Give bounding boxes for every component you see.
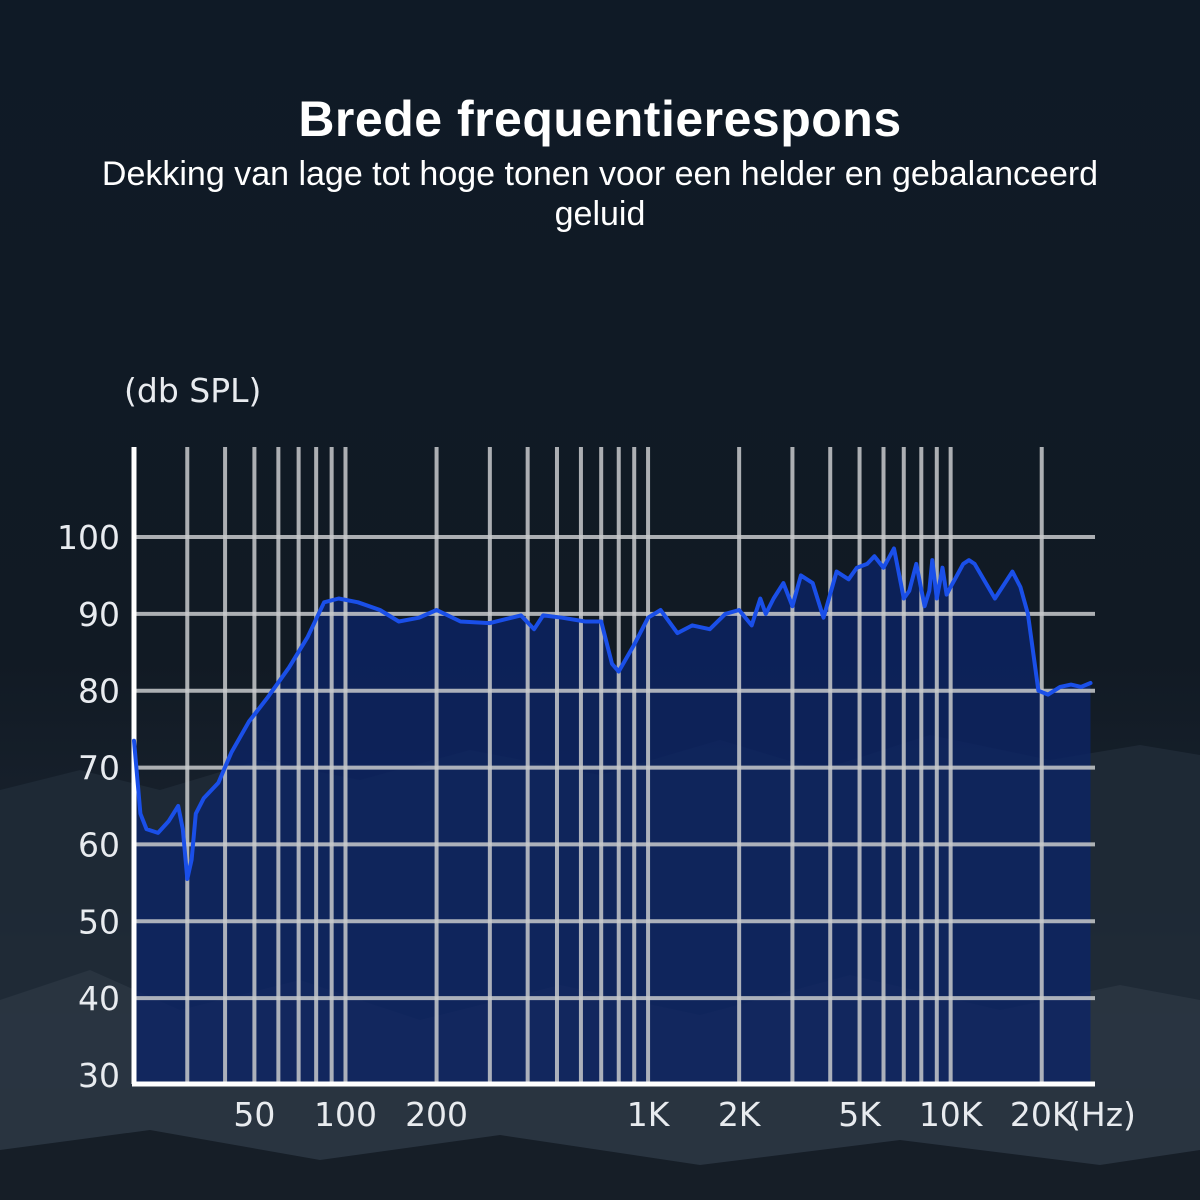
x-tick-label: 200 xyxy=(405,1095,468,1134)
y-tick-label: 80 xyxy=(78,672,120,711)
y-tick-label: 70 xyxy=(78,749,120,788)
series-area-fill xyxy=(134,548,1091,1084)
y-tick-label: 50 xyxy=(78,902,120,941)
y-tick-label: 30 xyxy=(78,1056,120,1095)
series-line xyxy=(132,546,1093,881)
x-tick-label: 20K xyxy=(1010,1095,1075,1134)
y-tick-label: 40 xyxy=(78,979,120,1018)
area-fill-layer xyxy=(134,548,1091,1084)
x-tick-label: 5K xyxy=(838,1095,882,1134)
line-layer xyxy=(132,546,1093,881)
label-layer: (db SPL) (Hz) 30 40 50 60 70 80 90 100 50 100 200 1… xyxy=(57,371,1136,1134)
page-title: Brede frequentierespons xyxy=(298,91,902,147)
x-tick-label: 50 xyxy=(233,1095,275,1134)
y-tick-label: 100 xyxy=(57,518,120,557)
x-axis-title: (Hz) xyxy=(1068,1095,1136,1134)
grid-layer xyxy=(134,447,1095,1084)
y-axis-title: (db SPL) xyxy=(124,371,261,410)
y-tick-label: 60 xyxy=(78,825,120,864)
x-tick-label: 1K xyxy=(627,1095,671,1134)
x-tick-label: 100 xyxy=(314,1095,377,1134)
header: Brede frequentierespons Dekking van lage… xyxy=(0,88,1200,234)
x-tick-label: 10K xyxy=(919,1095,984,1134)
x-tick-label: 2K xyxy=(718,1095,762,1134)
y-tick-label: 90 xyxy=(78,595,120,634)
axis-layer xyxy=(131,447,1095,1087)
page-subtitle: Dekking van lage tot hoge tonen voor een… xyxy=(101,155,1099,233)
